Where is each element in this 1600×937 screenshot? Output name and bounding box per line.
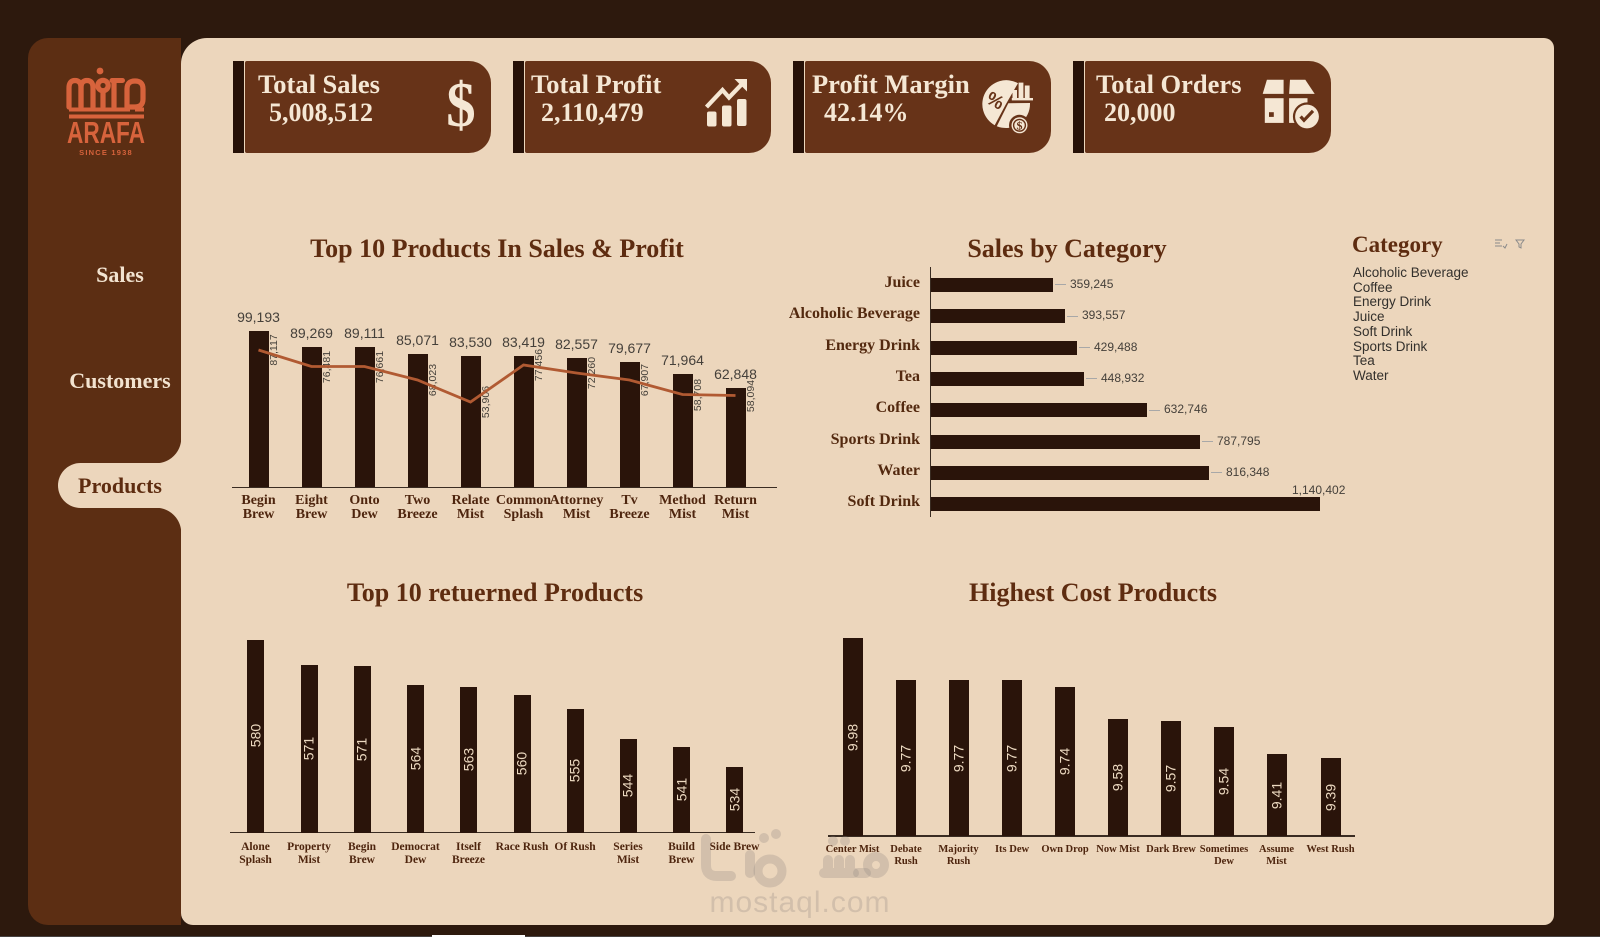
svg-text:$: $ [1016,119,1022,133]
svg-text:ARAFA: ARAFA [67,115,145,150]
svg-text:SINCE 1938: SINCE 1938 [79,148,133,157]
svg-text:mostaql.com: mostaql.com [709,886,890,919]
